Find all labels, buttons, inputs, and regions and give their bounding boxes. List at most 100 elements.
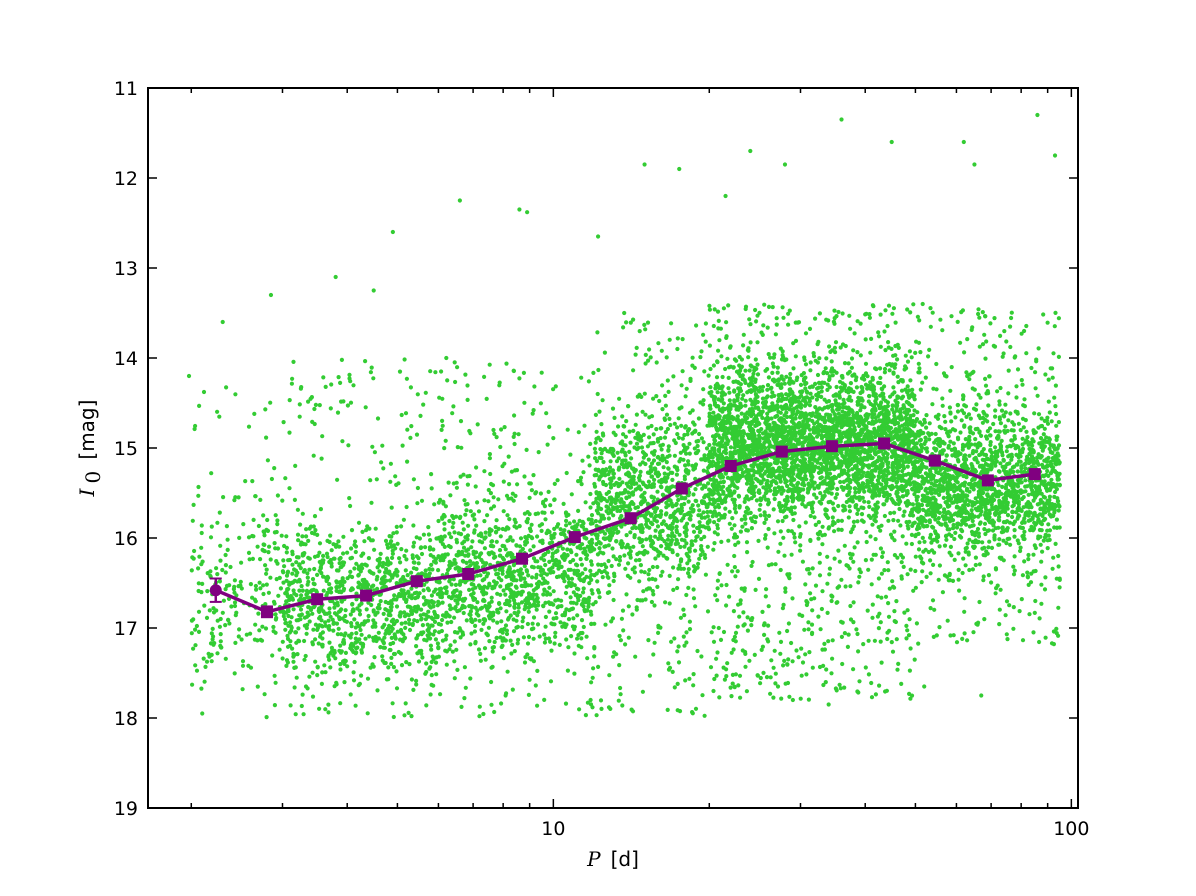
scatter-point [421, 402, 426, 407]
scatter-point [827, 566, 833, 571]
scatter-point [704, 446, 710, 451]
scatter-point [519, 589, 525, 595]
scatter-point [588, 441, 593, 446]
scatter-point [880, 550, 886, 555]
scatter-point [491, 427, 496, 433]
scatter-point [611, 471, 616, 476]
scatter-point [595, 552, 601, 557]
scatter-point [281, 580, 286, 585]
scatter-point [732, 553, 737, 559]
scatter-point [224, 583, 230, 589]
scatter-point [320, 624, 325, 629]
scatter-point [741, 393, 746, 398]
scatter-point [287, 430, 292, 435]
scatter-point [512, 604, 517, 609]
scatter-point [506, 551, 511, 556]
scatter-point [397, 591, 402, 597]
scatter-point [593, 412, 599, 417]
scatter-point [544, 592, 550, 597]
scatter-point [288, 620, 293, 625]
scatter-point [682, 530, 687, 535]
scatter-point [233, 640, 238, 646]
scatter-point [349, 631, 354, 637]
scatter-point [460, 598, 465, 603]
scatter-point [294, 675, 299, 680]
scatter-point [468, 559, 473, 564]
scatter-point [520, 619, 525, 624]
scatter-point [264, 582, 269, 587]
scatter-point [847, 489, 852, 494]
scatter-point [543, 624, 548, 629]
scatter-point [572, 627, 577, 632]
scatter-point [349, 624, 354, 629]
scatter-point [590, 705, 595, 710]
scatter-point [290, 646, 295, 651]
scatter-point [491, 618, 496, 623]
scatter-point [687, 441, 692, 446]
scatter-point [724, 603, 729, 608]
scatter-point [491, 504, 497, 509]
scatter-point [454, 553, 459, 558]
scatter-point [686, 462, 691, 467]
scatter-point [304, 534, 309, 539]
scatter-point [836, 309, 841, 315]
scatter-point [337, 615, 342, 620]
scatter-point [770, 370, 775, 375]
scatter-point [659, 544, 664, 549]
scatter-point [428, 538, 433, 543]
scatter-point [386, 677, 391, 682]
scatter-point [620, 458, 625, 463]
scatter-point [572, 583, 577, 588]
scatter-point [335, 410, 341, 415]
scatter-point [618, 504, 624, 509]
scatter-point [510, 687, 515, 692]
scatter-point [196, 629, 202, 635]
scatter-point [564, 523, 569, 528]
scatter-point [675, 681, 680, 687]
scatter-point [621, 628, 626, 633]
scatter-point [474, 523, 479, 528]
scatter-point [596, 494, 602, 499]
scatter-point [700, 500, 705, 506]
scatter-point [513, 520, 518, 525]
scatter-point [319, 681, 324, 687]
scatter-point [782, 515, 788, 520]
scatter-point [761, 670, 766, 676]
scatter-point [640, 526, 645, 531]
scatter-point [527, 595, 532, 600]
scatter-point [431, 600, 436, 605]
scatter-point [697, 431, 702, 437]
scatter-point [621, 325, 626, 330]
scatter-point [258, 637, 263, 643]
scatter-point [219, 645, 224, 650]
scatter-point [415, 485, 420, 491]
scatter-point [610, 406, 616, 411]
scatter-point [574, 601, 579, 606]
scatter-point [574, 552, 579, 557]
scatter-point [631, 368, 636, 373]
scatter-point [528, 548, 533, 553]
scatter-point [567, 583, 572, 588]
scatter-point [244, 632, 249, 637]
scatter-point [329, 382, 334, 387]
scatter-point [455, 667, 460, 673]
scatter-point [403, 411, 409, 416]
scatter-point [363, 405, 368, 410]
scatter-point [305, 622, 310, 628]
scatter-point [664, 355, 669, 360]
scatter-point [427, 603, 432, 608]
scatter-point [199, 562, 204, 567]
scatter-point [542, 632, 547, 637]
scatter-point [298, 522, 303, 527]
scatter-point [392, 593, 397, 598]
scatter-point [516, 432, 521, 437]
scatter-point [628, 485, 633, 490]
scatter-point [323, 620, 328, 625]
scatter-point [656, 536, 661, 542]
scatter-point [284, 534, 289, 539]
scatter-point [622, 310, 627, 316]
scatter-point [373, 526, 378, 531]
scatter-point [558, 620, 563, 625]
scatter-point [341, 534, 346, 539]
scatter-point [433, 660, 439, 665]
